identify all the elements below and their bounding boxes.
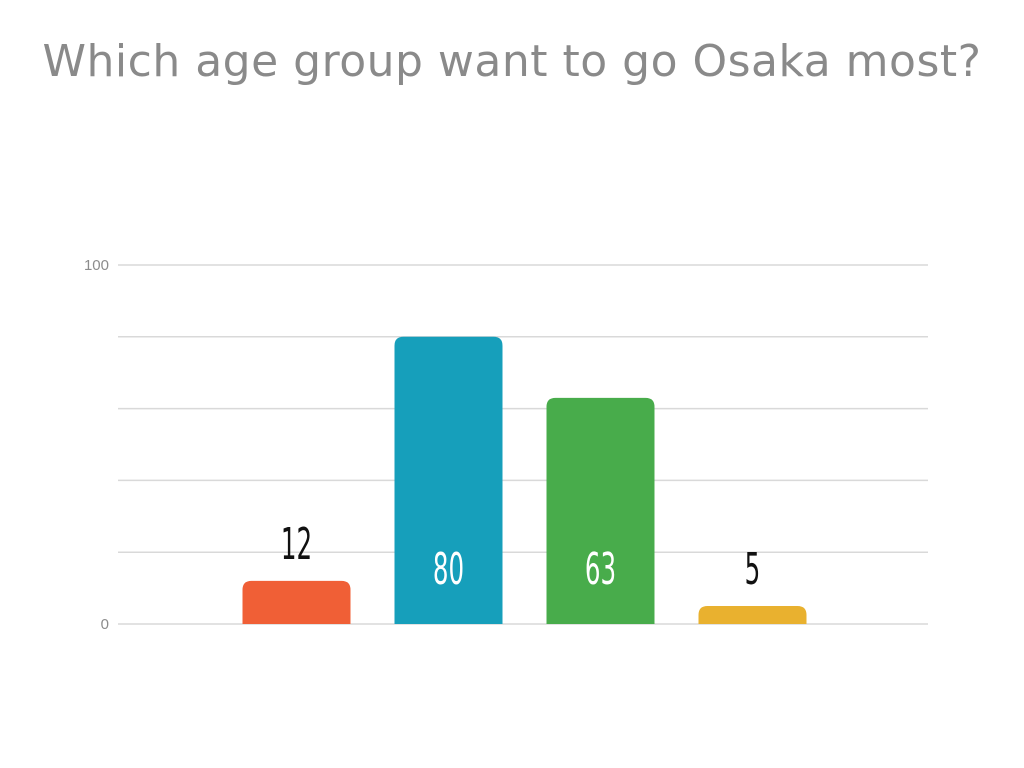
y-tick-label: 100 [84, 257, 109, 274]
bar-value-label: 5 [745, 543, 761, 595]
bar [698, 606, 807, 624]
bar-value-label: 12 [281, 518, 312, 570]
chart-title: Which age group want to go Osaka most? [42, 36, 982, 87]
bar [394, 336, 503, 624]
y-tick-label: 0 [101, 616, 109, 633]
bar [546, 397, 655, 624]
bar [242, 580, 351, 624]
bar-value-label: 63 [585, 543, 616, 595]
bar-value-label: 80 [433, 543, 464, 595]
